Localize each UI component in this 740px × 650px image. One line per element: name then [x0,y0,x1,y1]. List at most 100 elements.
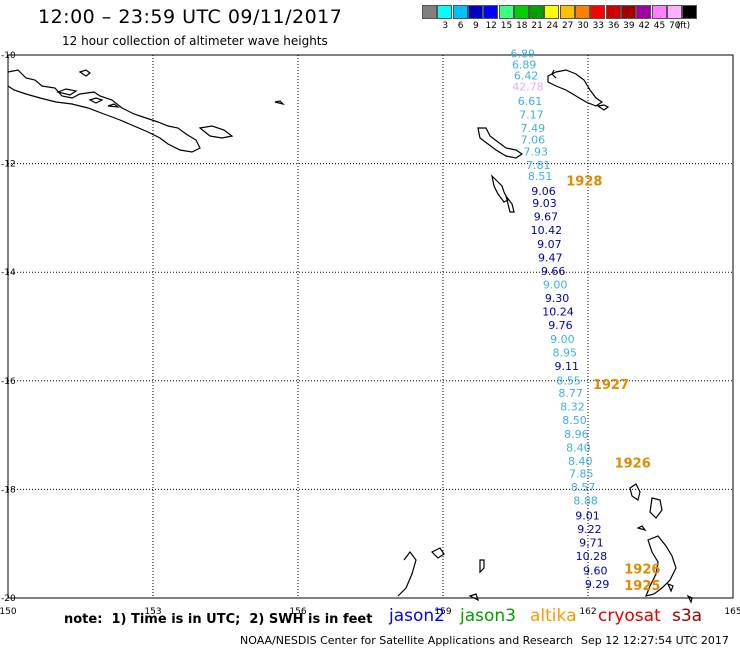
scale-label: 39 [623,21,635,31]
wave-height-value: 8.95 [553,346,578,359]
lat-tick-label: -18 [1,485,16,495]
wave-height-value: 7.49 [521,122,546,135]
lon-tick-label: 153 [144,607,161,617]
wave-height-value: 9.00 [550,333,575,346]
scale-swatch [620,5,636,19]
pass-time-label: 1927 [593,378,629,393]
coastline-islet-4 [107,103,121,108]
wave-height-value: 8.51 [528,170,553,183]
coastline-islet-1 [78,69,91,77]
scale-swatch [636,5,652,19]
coastline-islet-2 [55,88,78,96]
coastline-vanuatu-2 [649,497,663,519]
wave-height-value: 9.66 [541,265,566,278]
lat-tick-label: -16 [1,377,16,387]
coastline-islet-8 [491,174,509,203]
pass-time-label: 1926 [624,563,660,578]
wave-height-value: 8.40 [568,455,593,468]
generated-timestamp: Sep 12 12:27:54 UTC 2017 [581,634,729,647]
scale-swatch [544,5,560,19]
pass-time-label: 1926 [615,457,651,472]
coastline-reef-4 [468,593,480,602]
scale-label: 42 [638,21,650,31]
coastline-bougainville-east [198,125,234,139]
scale-label: 27 [561,21,574,31]
wave-height-value: 9.22 [577,523,602,536]
chart-title: 12:00 – 23:59 UTC 09/11/2017 [38,6,343,28]
scale-label: 24 [546,21,559,31]
coastline-solomons-north [547,69,604,107]
scale-label: 12 [485,21,497,31]
wave-height-value: 9.67 [534,211,559,224]
wave-height-value: 8.57 [571,481,596,494]
wave-height-value: 8.88 [573,495,598,508]
wave-height-value: 7.17 [519,109,544,122]
wave-height-value: 9.60 [583,565,608,578]
scale-swatch [422,5,437,19]
axis-tick-labels: 150 153 156 159 162 165 -10 -12 -14 -16 -18 -20 [0,51,740,617]
coastline-islet-5 [274,100,285,106]
lon-tick-label: 150 [0,607,17,617]
wave-height-value: 9.47 [538,251,563,264]
legend-item-s3a: s3a [672,606,703,626]
wave-height-value: 6.89 [511,48,536,61]
scale-label: 9 [473,21,479,31]
wave-height-value: 8.40 [566,441,591,454]
wave-height-value: 10.24 [542,306,574,319]
coastline-islet-12 [686,594,693,604]
lon-tick-label: 156 [289,607,306,617]
legend-item-cryosat: cryosat [598,606,661,626]
coastline-reef-1 [397,551,417,597]
scale-label: 15 [500,21,513,31]
scale-label: 3 [442,21,449,31]
wave-height-value: 6.42 [514,69,539,82]
wave-height-value: 6.61 [518,95,543,108]
lon-tick-label: 159 [434,607,451,617]
wave-height-value: 9.76 [548,319,573,332]
wave-height-readings: 6.896.896.4242.786.617.177.497.067.937.8… [511,48,610,592]
wave-height-value: 8.32 [560,401,585,414]
scale-label: 45 [653,21,666,31]
wave-height-value: 9.06 [531,185,556,198]
lat-tick-label: -20 [1,594,16,604]
scale-swatch [559,5,575,19]
wave-height-value: 8.55 [556,375,581,388]
coastline-vanuatu-3 [645,535,677,597]
wave-height-value: 8.77 [558,387,583,400]
wave-height-value: 42.78 [512,80,544,93]
wave-height-value: 7.93 [524,145,549,158]
coastline-islet-6 [596,104,610,111]
coastline-islet-9 [505,195,515,213]
wave-height-value: 7.06 [521,134,546,147]
scale-label: 70 [669,21,681,31]
wave-height-value: 9.07 [537,238,562,251]
wave-height-value: 7.85 [569,467,594,480]
scale-swatch [651,5,667,19]
scale-swatch [498,5,514,19]
lat-tick-label: -10 [1,51,16,61]
legend-item-altika: altika [530,606,577,626]
coastlines [7,69,693,604]
scale-label: 30 [577,21,589,31]
lon-tick-label: 162 [579,607,596,617]
scale-swatch [513,5,529,19]
scale-swatch [575,5,590,19]
scale-label: 33 [592,21,605,31]
coastline-islet-3 [88,97,104,104]
scale-swatch [682,5,698,19]
wave-height-value: 8.50 [562,414,587,427]
coastline-islet-7 [551,69,557,79]
scale-swatch [437,5,453,19]
coastline-guadalcanal [477,127,524,159]
scale-swatch [529,5,545,19]
legend-item-jason3: jason3 [460,606,516,626]
legend-item-jason2: jason2 [389,606,445,626]
lat-tick-label: -12 [1,160,16,170]
scale-label: 36 [607,21,620,31]
pass-time-label: 1925 [624,579,660,594]
scale-swatch [590,5,606,19]
scale-swatch [483,5,499,19]
coastline-vanuatu-1 [629,483,641,501]
wave-height-value: 9.01 [575,509,600,522]
